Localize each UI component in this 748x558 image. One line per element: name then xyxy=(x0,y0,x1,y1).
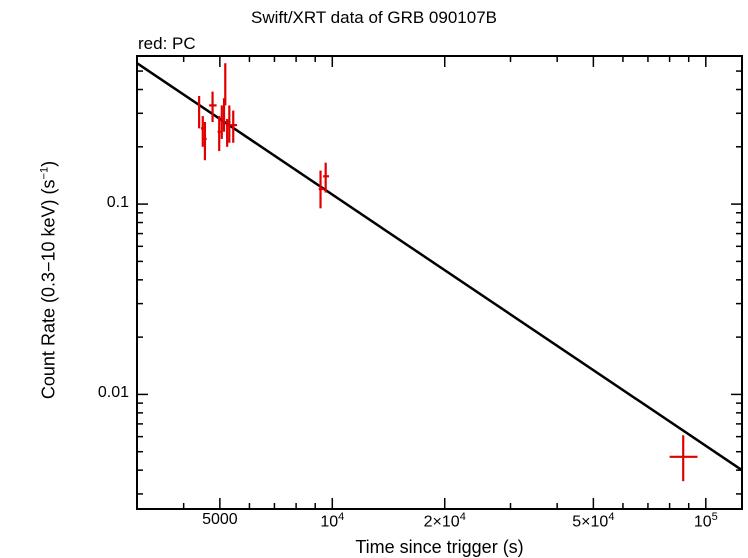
data-point xyxy=(224,63,227,106)
y-axis-label-part: Count Rate (0.3 xyxy=(38,272,59,400)
data-point xyxy=(226,118,229,147)
data-point xyxy=(209,91,217,123)
y-tick-label: 0.01 xyxy=(97,384,129,402)
data-point xyxy=(203,122,207,161)
x-tick-label: 5000 xyxy=(202,511,238,528)
y-axis-label-exponent: 1 xyxy=(38,166,51,174)
data-points xyxy=(198,63,698,482)
x-tick-label: 104 xyxy=(320,511,345,531)
y-tick-label: 0.1 xyxy=(106,194,129,212)
data-point xyxy=(323,162,330,193)
x-tick-label: 5×104 xyxy=(572,511,615,531)
x-tick-label: 105 xyxy=(693,511,718,531)
plot-frame xyxy=(136,55,743,510)
y-axis-label: Count Rate (0.3−10 keV) (s−1) xyxy=(38,160,59,400)
data-point xyxy=(230,110,238,143)
data-point xyxy=(318,170,324,209)
data-point xyxy=(217,116,221,152)
data-point xyxy=(220,105,223,139)
chart-title: Swift/XRT data of GRB 090107B xyxy=(250,8,497,27)
chart-subtitle: red: PC xyxy=(138,34,196,53)
data-point xyxy=(228,105,231,143)
model-line-group xyxy=(136,62,743,472)
data-point xyxy=(198,95,201,129)
y-axis-label-part: ) xyxy=(38,160,59,167)
x-axis-label: Time since trigger (s) xyxy=(355,537,524,557)
x-tick-label: 2×104 xyxy=(423,511,466,531)
y-axis-label-part: 10 keV) (s xyxy=(38,179,59,262)
data-point xyxy=(669,435,698,482)
data-point xyxy=(222,98,226,132)
model-line xyxy=(136,62,743,472)
axis-ticks xyxy=(136,56,742,509)
